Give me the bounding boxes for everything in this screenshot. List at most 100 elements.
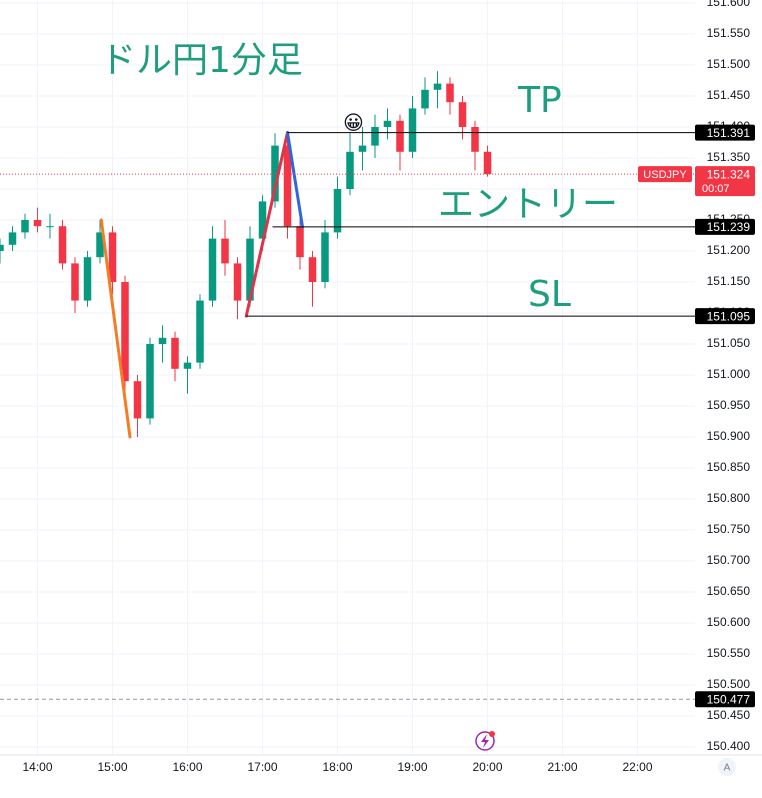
candle-body	[396, 120, 404, 152]
auto-scale-button[interactable]: A	[718, 758, 736, 776]
y-tick-label: 150.700	[707, 553, 751, 567]
x-tick-label: 14:00	[22, 760, 52, 774]
axis: 150.400 150.450 150.500 150.550 150.600 150.6…	[0, 0, 762, 774]
candle-body	[321, 232, 329, 282]
y-tick-label: 151.450	[707, 88, 751, 102]
trend-line	[244, 131, 289, 318]
y-tick-label: 151.150	[707, 274, 751, 288]
candle-body	[121, 282, 129, 382]
x-tick-label: 20:00	[472, 760, 502, 774]
candle-body	[433, 83, 442, 90]
x-tick-label: 18:00	[322, 760, 352, 774]
y-tick-label: 151.500	[707, 57, 751, 71]
y-tick-label: 150.400	[707, 739, 751, 753]
candle-body	[371, 127, 379, 146]
candle-body	[446, 83, 454, 103]
x-tick-label: 19:00	[397, 760, 427, 774]
price-label-box	[695, 691, 755, 708]
candle-body	[258, 201, 267, 239]
candle-body	[133, 381, 142, 419]
last-price-label: 151.324	[707, 167, 751, 181]
price-label: 150.477	[707, 692, 751, 706]
entry-label: エントリー	[438, 184, 618, 225]
candle-body	[246, 238, 254, 301]
tp-label: TP	[517, 80, 562, 121]
trend-line	[99, 218, 132, 439]
price-label-box	[695, 124, 755, 141]
y-tick-label: 151.550	[707, 26, 751, 40]
candle-body	[158, 337, 167, 344]
candle-body	[96, 232, 104, 258]
candle-body	[383, 120, 392, 127]
candle-body	[71, 263, 79, 301]
y-tick-label: 150.450	[707, 708, 751, 722]
y-tick-label: 150.600	[707, 615, 751, 629]
y-tick-label: 151.600	[707, 0, 751, 9]
price-label: 151.095	[707, 309, 751, 323]
y-tick-label: 150.500	[707, 677, 751, 691]
candle-body	[271, 145, 279, 202]
lightning-icon	[475, 731, 495, 751]
candle-body	[208, 238, 217, 301]
x-tick-label: 21:00	[547, 760, 577, 774]
candle-body	[146, 344, 154, 419]
candle-body	[358, 145, 367, 152]
y-tick-label: 151.200	[707, 243, 751, 257]
y-tick-label: 151.350	[707, 150, 751, 164]
y-tick-label: 151.050	[707, 336, 751, 350]
y-tick-label: 150.550	[707, 646, 751, 660]
price-label: 151.239	[707, 220, 751, 234]
candle-body	[333, 189, 342, 233]
y-tick-label: 150.850	[707, 460, 751, 474]
candle-body	[46, 226, 54, 228]
emoji: 😀	[343, 112, 364, 134]
grid	[0, 0, 695, 755]
x-tick-label: 15:00	[97, 760, 127, 774]
price-label-box	[695, 308, 755, 325]
svg-text:A: A	[724, 763, 731, 774]
price-label-box	[695, 218, 755, 235]
candle-body	[421, 89, 429, 109]
y-tick-label: 150.650	[707, 584, 751, 598]
price-label: 151.391	[707, 126, 751, 140]
plot	[0, 71, 695, 700]
trend-line	[286, 131, 304, 229]
y-tick-label: 151.000	[707, 367, 751, 381]
candle-body	[8, 232, 17, 245]
y-tick-label: 150.800	[707, 491, 751, 505]
candle-body	[0, 244, 4, 251]
y-tick-label: 150.900	[707, 429, 751, 443]
x-tick-label: 22:00	[622, 760, 652, 774]
candle-body	[483, 151, 492, 175]
candle-body	[221, 238, 229, 264]
candle-body	[83, 257, 92, 301]
candle-body	[21, 220, 29, 233]
x-tick-label: 16:00	[172, 760, 202, 774]
candle-body	[296, 226, 304, 258]
symbol-label: USDJPY	[643, 169, 687, 181]
chart-title: ドル円1分足	[100, 40, 303, 81]
candle-body	[183, 362, 192, 369]
candle-body	[408, 108, 417, 152]
candle-body	[33, 220, 42, 227]
candle-body	[171, 337, 179, 369]
candle-body	[346, 151, 354, 189]
last-price-box	[695, 166, 755, 197]
symbol-box	[638, 166, 692, 183]
countdown-label: 00:07	[702, 183, 730, 195]
candle-body	[108, 232, 117, 282]
x-tick-label: 17:00	[247, 760, 277, 774]
candle-body	[233, 263, 242, 301]
candle-body	[196, 300, 204, 363]
candle-body	[471, 127, 479, 152]
sl-label: SL	[528, 274, 571, 315]
candle-body	[58, 226, 67, 264]
candle-body	[308, 257, 317, 282]
y-tick-label: 150.750	[707, 522, 751, 536]
candle-body	[283, 145, 292, 227]
candle-body	[458, 102, 467, 127]
y-tick-label: 150.950	[707, 398, 751, 412]
